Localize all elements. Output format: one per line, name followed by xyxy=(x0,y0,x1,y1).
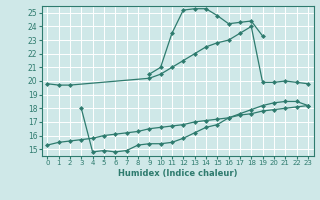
X-axis label: Humidex (Indice chaleur): Humidex (Indice chaleur) xyxy=(118,169,237,178)
